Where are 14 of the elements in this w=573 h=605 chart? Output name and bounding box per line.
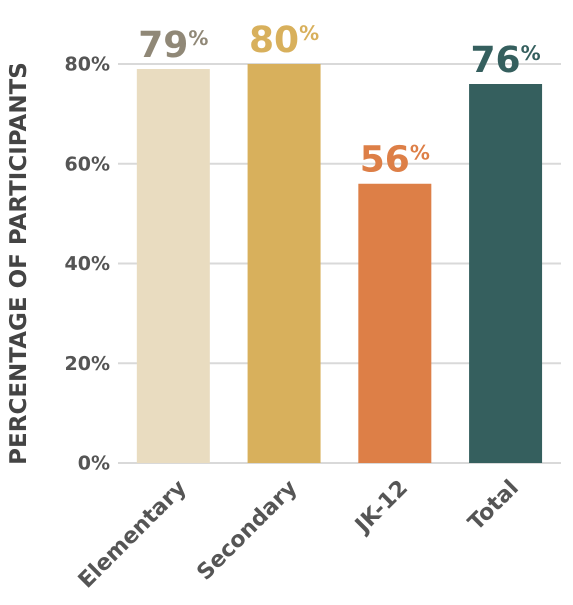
y-tick-label: 0% bbox=[78, 452, 110, 475]
bar bbox=[248, 64, 321, 463]
data-label: 76$^{%}$ bbox=[470, 40, 541, 81]
y-tick-label: 20% bbox=[64, 352, 110, 375]
data-label: 80$^{%}$ bbox=[249, 20, 320, 61]
bar bbox=[358, 184, 432, 463]
data-label: 56$^{%}$ bbox=[360, 140, 430, 181]
bar bbox=[136, 68, 210, 463]
y-tick-label: 40% bbox=[64, 253, 110, 276]
y-tick-label: 80% bbox=[64, 54, 110, 76]
bar bbox=[469, 84, 542, 463]
data-label: 79$^{%}$ bbox=[138, 24, 208, 66]
y-axis-title: PERCENTAGE OF PARTICIPANTS bbox=[6, 62, 32, 465]
y-tick-label: 60% bbox=[64, 153, 110, 176]
